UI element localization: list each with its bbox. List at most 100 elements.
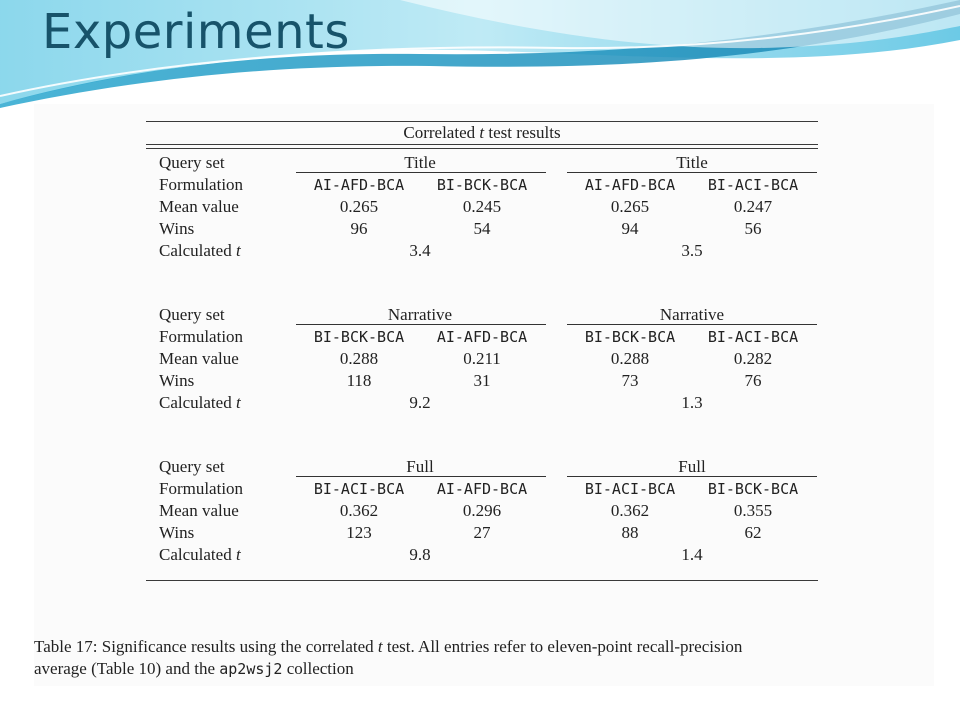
mean-value-cell: 0.362 [339, 501, 379, 520]
table-top-rule [146, 121, 818, 122]
row-label: Query set [159, 457, 225, 476]
row-label: Wins [159, 523, 195, 542]
query-set-row: Query set Title Title [146, 152, 818, 174]
mean-value-row: Mean value 0.288 0.211 0.288 0.282 [146, 348, 818, 370]
wins-cell: 27 [473, 523, 491, 542]
query-set-underline-right [567, 324, 817, 325]
formulation-row: Formulation AI-AFD-BCA BI-BCK-BCA AI-AFD-BC… [146, 174, 818, 196]
wins-cell: 73 [621, 371, 639, 390]
mean-value-row: Mean value 0.265 0.245 0.265 0.247 [146, 196, 818, 218]
row-label: Wins [159, 219, 195, 238]
formulation-cell: AI-AFD-BCA [436, 328, 528, 346]
table-bottom-rule [146, 580, 818, 581]
formulation-cell: BI-ACI-BCA [707, 328, 799, 346]
row-label: Query set [159, 153, 225, 172]
query-set-right: Narrative [659, 305, 725, 324]
row-label: Formulation [159, 479, 244, 498]
row-label-text: Calculated [159, 545, 232, 564]
wins-cell: 54 [473, 219, 491, 238]
formulation-cell: BI-BCK-BCA [707, 480, 799, 498]
formulation-cell: BI-BCK-BCA [584, 328, 676, 346]
formulation-cell: AI-AFD-BCA [313, 176, 405, 194]
table-note: Table 17: Significance results using the… [34, 636, 934, 680]
query-set-row: Query set Full Full [146, 456, 818, 478]
row-label: Mean value [159, 349, 239, 368]
formulation-row: Formulation BI-BCK-BCA AI-AFD-BCA BI-BCK-BC… [146, 326, 818, 348]
table-groups: Query set Title Title Formulation AI-AFD-BCA… [146, 152, 818, 566]
formulation-cell: AI-AFD-BCA [584, 176, 676, 194]
formulation-cell: AI-AFD-BCA [436, 480, 528, 498]
calculated-t-row: Calculated t 3.4 3.5 [146, 240, 818, 262]
table-caption-double-rule [146, 144, 818, 149]
row-label-t: t [235, 241, 241, 260]
formulation-cell: BI-ACI-BCA [584, 480, 676, 498]
mean-value-cell: 0.245 [462, 197, 502, 216]
query-set-left: Title [404, 153, 436, 172]
mean-value-row: Mean value 0.362 0.296 0.362 0.355 [146, 500, 818, 522]
wins-cell: 31 [473, 371, 491, 390]
wins-row: Wins 118 31 73 76 [146, 370, 818, 392]
wins-cell: 123 [346, 523, 372, 542]
row-label: Calculated t [159, 392, 241, 414]
wins-cell: 62 [744, 523, 762, 542]
wins-cell: 94 [621, 219, 639, 238]
mean-value-cell: 0.282 [733, 349, 773, 368]
mean-value-cell: 0.288 [339, 349, 379, 368]
t-value-left: 3.4 [409, 241, 431, 260]
row-label: Mean value [159, 197, 239, 216]
query-set-underline-left [296, 324, 546, 325]
t-value-left: 9.2 [409, 393, 431, 412]
t-value-right: 1.3 [681, 393, 703, 412]
row-label-text: Calculated [159, 241, 232, 260]
row-label: Calculated t [159, 544, 241, 566]
row-label: Mean value [159, 501, 239, 520]
results-table: Correlated t test results Query set Title… [146, 121, 818, 581]
query-set-underline-left [296, 172, 546, 173]
t-value-right: 1.4 [681, 545, 703, 564]
formulation-row: Formulation BI-ACI-BCA AI-AFD-BCA BI-ACI-BC… [146, 478, 818, 500]
table-group: Query set Title Title Formulation AI-AFD-BCA… [146, 152, 818, 262]
header-wave-art [0, 0, 960, 108]
wins-cell: 88 [621, 523, 639, 542]
table-note-line-2: average (Table 10) and the ap2wsj2 colle… [34, 659, 354, 678]
calculated-t-row: Calculated t 9.2 1.3 [146, 392, 818, 414]
query-set-left: Full [406, 457, 434, 476]
mean-value-cell: 0.211 [463, 349, 501, 368]
wins-cell: 76 [744, 371, 762, 390]
row-label: Wins [159, 371, 195, 390]
t-value-left: 9.8 [409, 545, 431, 564]
row-label-text: Calculated [159, 393, 232, 412]
mean-value-cell: 0.265 [339, 197, 379, 216]
row-label-t: t [235, 393, 241, 412]
mean-value-cell: 0.362 [610, 501, 650, 520]
formulation-cell: BI-ACI-BCA [707, 176, 799, 194]
formulation-cell: BI-BCK-BCA [313, 328, 405, 346]
wins-cell: 118 [346, 371, 372, 390]
query-set-underline-right [567, 476, 817, 477]
row-label: Query set [159, 305, 225, 324]
row-label: Formulation [159, 175, 244, 194]
query-set-underline-right [567, 172, 817, 173]
query-set-right: Full [678, 457, 706, 476]
wins-cell: 56 [744, 219, 762, 238]
query-set-row: Query set Narrative Narrative [146, 304, 818, 326]
slide-title: Experiments [42, 4, 350, 60]
mean-value-cell: 0.355 [733, 501, 773, 520]
content-panel [34, 104, 934, 686]
formulation-cell: BI-BCK-BCA [436, 176, 528, 194]
calculated-t-row: Calculated t 9.8 1.4 [146, 544, 818, 566]
t-value-right: 3.5 [681, 241, 703, 260]
table-caption: Correlated t test results [403, 123, 561, 142]
row-label: Calculated t [159, 240, 241, 262]
query-set-underline-left [296, 476, 546, 477]
table-note-line-1: Table 17: Significance results using the… [34, 637, 743, 656]
mean-value-cell: 0.247 [733, 197, 773, 216]
row-label: Formulation [159, 327, 244, 346]
formulation-cell: BI-ACI-BCA [313, 480, 405, 498]
wins-row: Wins 123 27 88 62 [146, 522, 818, 544]
wins-row: Wins 96 54 94 56 [146, 218, 818, 240]
query-set-left: Narrative [387, 305, 453, 324]
table-group: Query set Full Full Formulation BI-ACI-BCA AI… [146, 456, 818, 566]
mean-value-cell: 0.296 [462, 501, 502, 520]
wins-cell: 96 [350, 219, 368, 238]
